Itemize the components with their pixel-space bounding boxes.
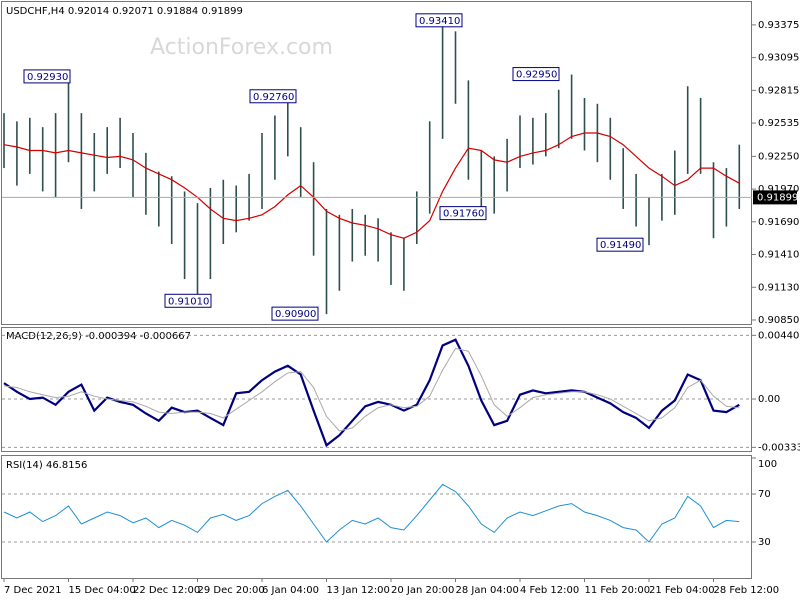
- series-line: [3, 483, 740, 543]
- annotation-label: 0.91010: [168, 296, 209, 307]
- annotation-label: 0.91490: [600, 240, 641, 251]
- x-tick-label: 7 Dec 2021: [4, 585, 62, 596]
- y-tick-label: 0.91690: [758, 217, 799, 228]
- price-panel: [1, 1, 752, 325]
- last-price-box: [753, 190, 797, 205]
- annotation-label: 0.92930: [27, 72, 68, 83]
- x-tick-label: 21 Feb 04:00: [649, 585, 715, 596]
- x-tick-label: 15 Dec 04:00: [69, 585, 136, 596]
- y-tick-label: 0.92250: [758, 151, 799, 162]
- last-price-label: 0.91899: [757, 192, 798, 203]
- y-tick-label: 100: [758, 459, 777, 470]
- annotation-box: [164, 293, 212, 308]
- y-tick-label: 0.91130: [758, 282, 799, 293]
- annotation-label: 0.92760: [253, 92, 294, 103]
- series-line: [3, 338, 740, 448]
- y-tick-label: 0.92815: [758, 85, 799, 96]
- rsi-title: RSI(14) 46.8156: [6, 460, 87, 471]
- x-tick-label: 28 Jan 04:00: [456, 585, 519, 596]
- x-tick-label: 22 Dec 12:00: [133, 585, 200, 596]
- x-tick-label: 4 Feb 12:00: [520, 585, 579, 596]
- annotation-label: 0.92950: [516, 70, 557, 81]
- y-tick-label: 0.92535: [758, 118, 799, 129]
- x-tick-label: 20 Jan 20:00: [391, 585, 454, 596]
- x-tick-label: 29 Dec 20:00: [198, 585, 265, 596]
- y-tick-label: 0.91410: [758, 250, 799, 261]
- rsi-panel: [1, 455, 752, 579]
- y-tick-label: -0.003338: [758, 442, 800, 453]
- annotation-box: [596, 237, 644, 252]
- macd-panel: [1, 327, 752, 452]
- annotation-box: [439, 206, 487, 221]
- annotation-box: [23, 69, 71, 84]
- y-tick-label: 0.93375: [758, 20, 799, 31]
- y-tick-label: 0.91970: [758, 184, 799, 195]
- x-tick-label: 11 Feb 20:00: [585, 585, 651, 596]
- x-tick-label: 28 Feb 12:00: [714, 585, 780, 596]
- y-tick-label: 0.90850: [758, 315, 799, 326]
- y-tick-label: 70: [758, 489, 771, 500]
- annotation-box: [271, 306, 319, 321]
- series-line: [3, 347, 740, 432]
- annotation-box: [249, 89, 297, 104]
- x-tick-label: 13 Jan 12:00: [327, 585, 390, 596]
- annotation-box: [512, 67, 560, 82]
- annotation-box: [415, 13, 463, 28]
- y-tick-label: 0.93095: [758, 53, 799, 64]
- y-tick-label: 0.004403: [758, 330, 800, 341]
- annotation-label: 0.90900: [275, 309, 316, 320]
- annotation-label: 0.91760: [443, 209, 484, 220]
- macd-title: MACD(12,26,9) -0.000394 -0.000667: [6, 331, 191, 342]
- watermark: ActionForex.com: [150, 35, 333, 60]
- y-tick-label: 30: [758, 537, 771, 548]
- y-tick-label: 0.00: [758, 394, 780, 405]
- moving-average: [3, 132, 740, 239]
- annotation-label: 0.93410: [419, 16, 460, 27]
- chart-title: USDCHF,H4 0.92014 0.92071 0.91884 0.9189…: [6, 6, 243, 17]
- x-tick-label: 6 Jan 04:00: [262, 585, 319, 596]
